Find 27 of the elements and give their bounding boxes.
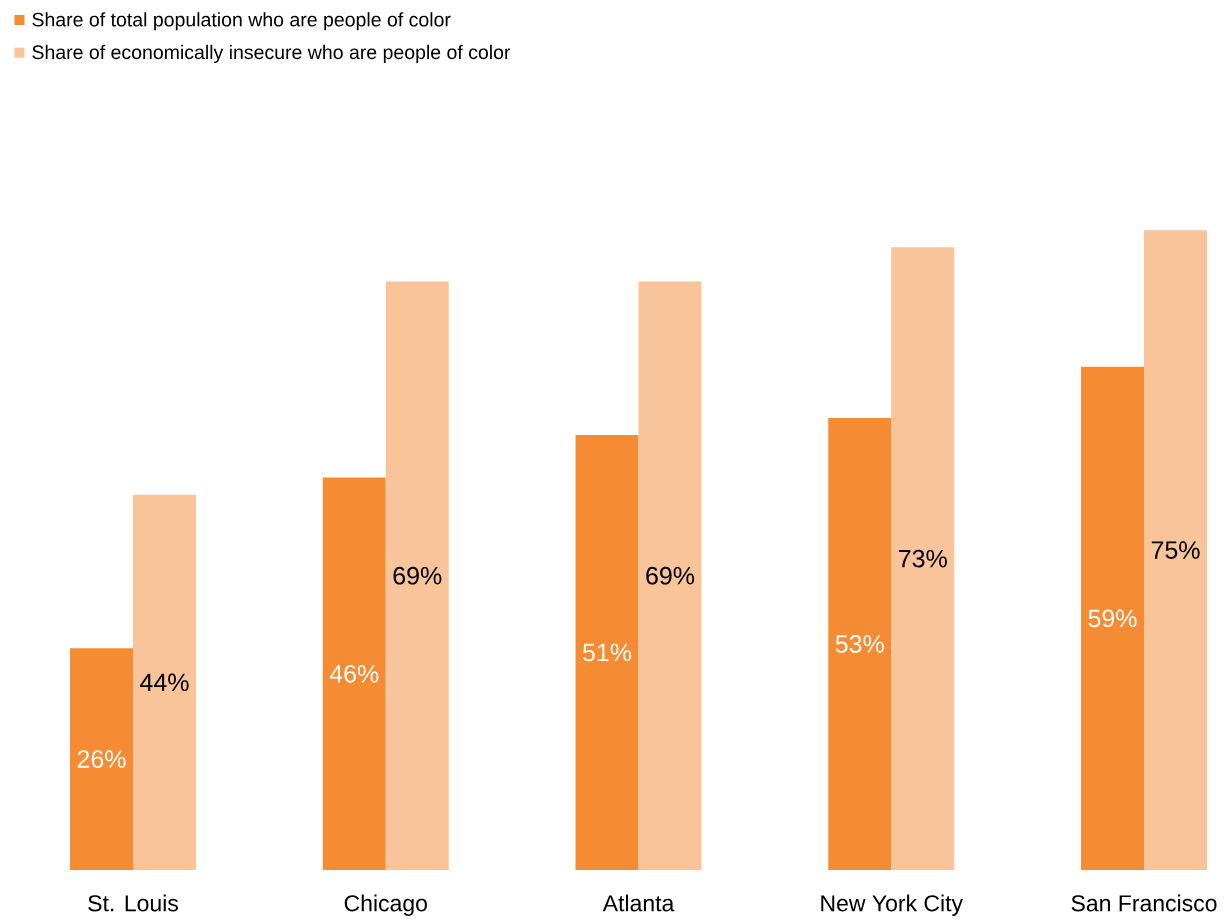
- data-label: 69%: [393, 566, 442, 585]
- bar: [828, 417, 892, 870]
- data-label: 46%: [329, 664, 379, 683]
- bar: [638, 281, 702, 870]
- data-label: 26%: [77, 750, 126, 768]
- bar: [891, 247, 955, 870]
- bar: [385, 281, 449, 870]
- data-label: 75%: [1151, 541, 1200, 559]
- bar: [1081, 366, 1145, 870]
- bar: [1144, 230, 1208, 870]
- data-label: 59%: [1088, 609, 1137, 628]
- bar: [575, 434, 639, 870]
- data-label: 73%: [899, 549, 947, 568]
- x-tick-label: San Francisco: [1071, 894, 1217, 912]
- bar: [322, 477, 386, 870]
- data-label: 69%: [646, 566, 695, 585]
- x-tick-label: Chicago: [344, 894, 427, 916]
- legend-label: Share of total population who are people of color: [32, 12, 451, 31]
- data-label: 53%: [835, 635, 884, 653]
- bar: [70, 648, 133, 870]
- x-tick-label: New York City: [821, 894, 963, 916]
- bar: [133, 494, 196, 870]
- data-label: 44%: [140, 673, 189, 692]
- x-tick-label: Atlanta: [602, 894, 675, 912]
- legend-label: Share of economically insecure who are people of color: [32, 44, 511, 63]
- x-tick-label: St. Louis: [88, 894, 178, 912]
- data-label: 51%: [582, 643, 632, 662]
